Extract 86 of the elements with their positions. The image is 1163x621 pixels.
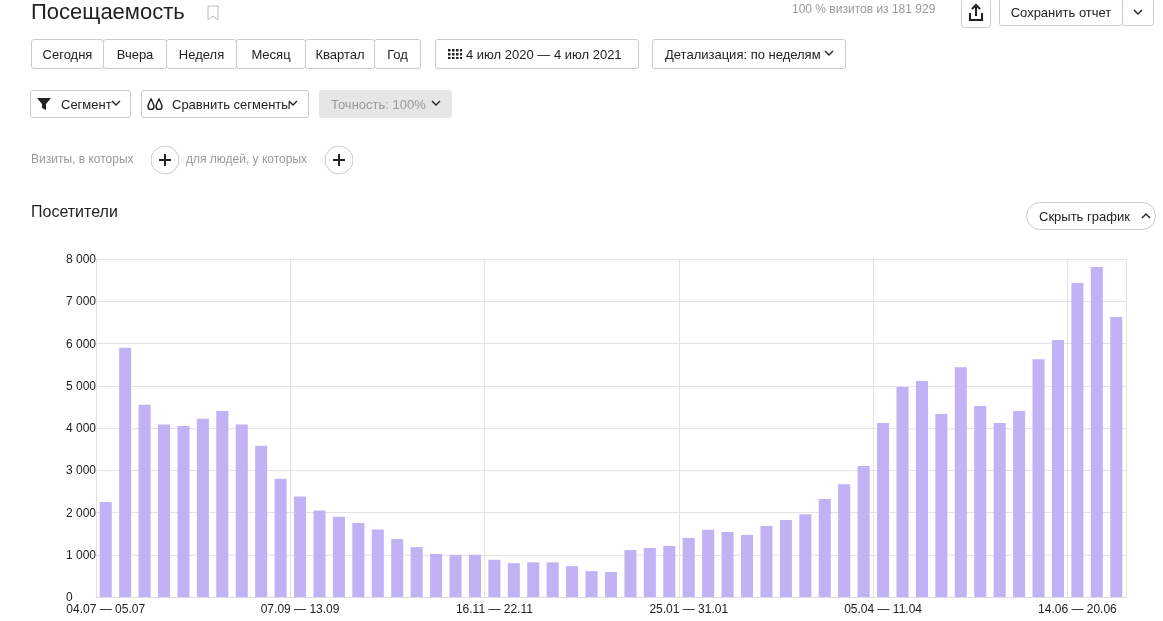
text: Год: [387, 46, 408, 62]
bar: [119, 347, 132, 597]
x-tick-label: 07.09 — 13.09: [260, 602, 340, 616]
bar: [177, 425, 190, 597]
bar: [352, 523, 365, 597]
y-tick-label: 6 000: [66, 336, 97, 351]
x-tick-label: 25.01 — 31.01: [649, 602, 729, 616]
bar: [488, 559, 501, 597]
bar: [138, 404, 151, 597]
bar: [294, 496, 307, 597]
y-tick-label: 8 000: [66, 252, 97, 266]
text: Точность: 100%: [331, 96, 426, 112]
bar: [741, 534, 754, 597]
y-tick-label: 1 000: [66, 547, 97, 562]
bar: [507, 563, 520, 597]
y-tick-label: 3 000: [66, 463, 97, 478]
bar: [818, 498, 831, 597]
bar: [1090, 267, 1103, 597]
bar: [527, 562, 540, 597]
bar: [663, 545, 676, 597]
text: Сравнить сегменты: [172, 96, 291, 112]
bar: [604, 572, 618, 597]
y-tick-label: 4 000: [66, 421, 97, 435]
text: 100 % визитов из 181 929: [792, 2, 936, 16]
y-tick-label: 5 000: [66, 378, 97, 393]
text: для людей, у которых: [186, 152, 308, 166]
text: Сегодня: [42, 46, 93, 62]
chart-subtitle: Посетители: [31, 203, 118, 221]
bar: [99, 501, 112, 597]
x-tick-label: 05.04 — 11.04: [844, 602, 923, 616]
text: Детализация: по неделям: [665, 46, 821, 62]
text: Скрыть график: [1039, 208, 1130, 224]
bar: [449, 554, 462, 597]
bar: [624, 550, 637, 597]
bar: [1032, 359, 1045, 597]
bar: [760, 526, 773, 597]
bar: [974, 406, 987, 597]
bar: [196, 418, 209, 597]
bar: [877, 422, 890, 597]
bar: [255, 445, 268, 597]
bar: [274, 478, 287, 597]
bar: [157, 424, 171, 597]
text: Сохранить отчет: [1010, 4, 1112, 20]
x-tick-label: 16.11 — 22.11: [455, 602, 534, 616]
bar: [682, 537, 695, 597]
bar: [954, 367, 967, 597]
bar: [779, 520, 792, 597]
bar: [799, 514, 812, 597]
bar: [643, 547, 656, 597]
bar: [915, 381, 928, 597]
bar: [838, 484, 851, 597]
text: Неделя: [178, 46, 225, 62]
bar: [896, 387, 909, 597]
x-tick-label: 14.06 — 20.06: [1038, 602, 1118, 616]
y-tick-label: 7 000: [66, 294, 97, 309]
bar: [216, 411, 229, 597]
text: 4 июл 2020 — 4 июл 2021: [466, 46, 622, 62]
bar: [702, 529, 715, 597]
text: Месяц: [251, 46, 291, 62]
x-tick-label: 04.07 — 05.07: [66, 602, 146, 616]
chart-title: Посещаемость: [31, 0, 185, 25]
text: Вчера: [116, 46, 154, 62]
text: Сегмент: [61, 96, 112, 112]
bar: [993, 422, 1006, 597]
bar: [721, 531, 734, 597]
bar: [566, 566, 579, 597]
text: Квартал: [315, 46, 365, 62]
bar: [1051, 340, 1065, 597]
bar: [935, 414, 948, 597]
bar: [235, 424, 248, 597]
bar: [468, 554, 481, 597]
bar: [546, 562, 559, 597]
y-tick-label: 2 000: [66, 505, 97, 520]
bar: [391, 539, 404, 597]
bar: [313, 510, 326, 597]
bar: [857, 466, 870, 597]
text: Визиты, в которых: [31, 152, 134, 166]
bar: [1110, 316, 1123, 597]
bar: [410, 547, 423, 597]
bar: [430, 553, 443, 597]
bar: [1071, 283, 1084, 597]
bar: [371, 529, 384, 597]
y-tick-label: 0: [66, 590, 73, 604]
bar: [585, 571, 598, 597]
bar: [1013, 411, 1026, 597]
bar: [332, 516, 345, 597]
